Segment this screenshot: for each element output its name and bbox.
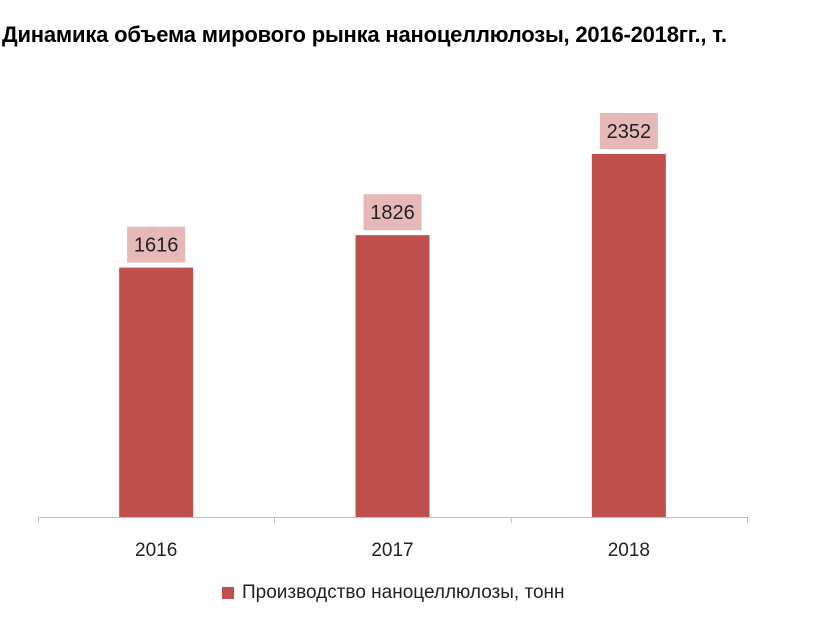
bar-2017 <box>355 235 430 517</box>
x-tick-label-2018: 2018 <box>608 540 650 561</box>
data-label-2018: 2352 <box>607 121 652 143</box>
legend-label: Производство наноцеллюлозы, тонн <box>242 582 565 603</box>
data-label-2016: 1616 <box>134 235 179 257</box>
data-label-background <box>363 194 422 231</box>
x-tick-label-2016: 2016 <box>135 540 177 561</box>
data-label-2017: 1826 <box>370 202 415 224</box>
data-label-background <box>599 113 658 149</box>
bar-2016 <box>119 267 194 517</box>
x-tick-label-2017: 2017 <box>371 540 413 561</box>
chart-title: Динамика объема мирового рынка наноцеллю… <box>2 22 727 47</box>
legend: Производство наноцеллюлозы, тонн <box>222 582 565 604</box>
legend-swatch <box>222 587 234 599</box>
bar-2018 <box>591 154 666 517</box>
data-label-background <box>127 226 186 263</box>
